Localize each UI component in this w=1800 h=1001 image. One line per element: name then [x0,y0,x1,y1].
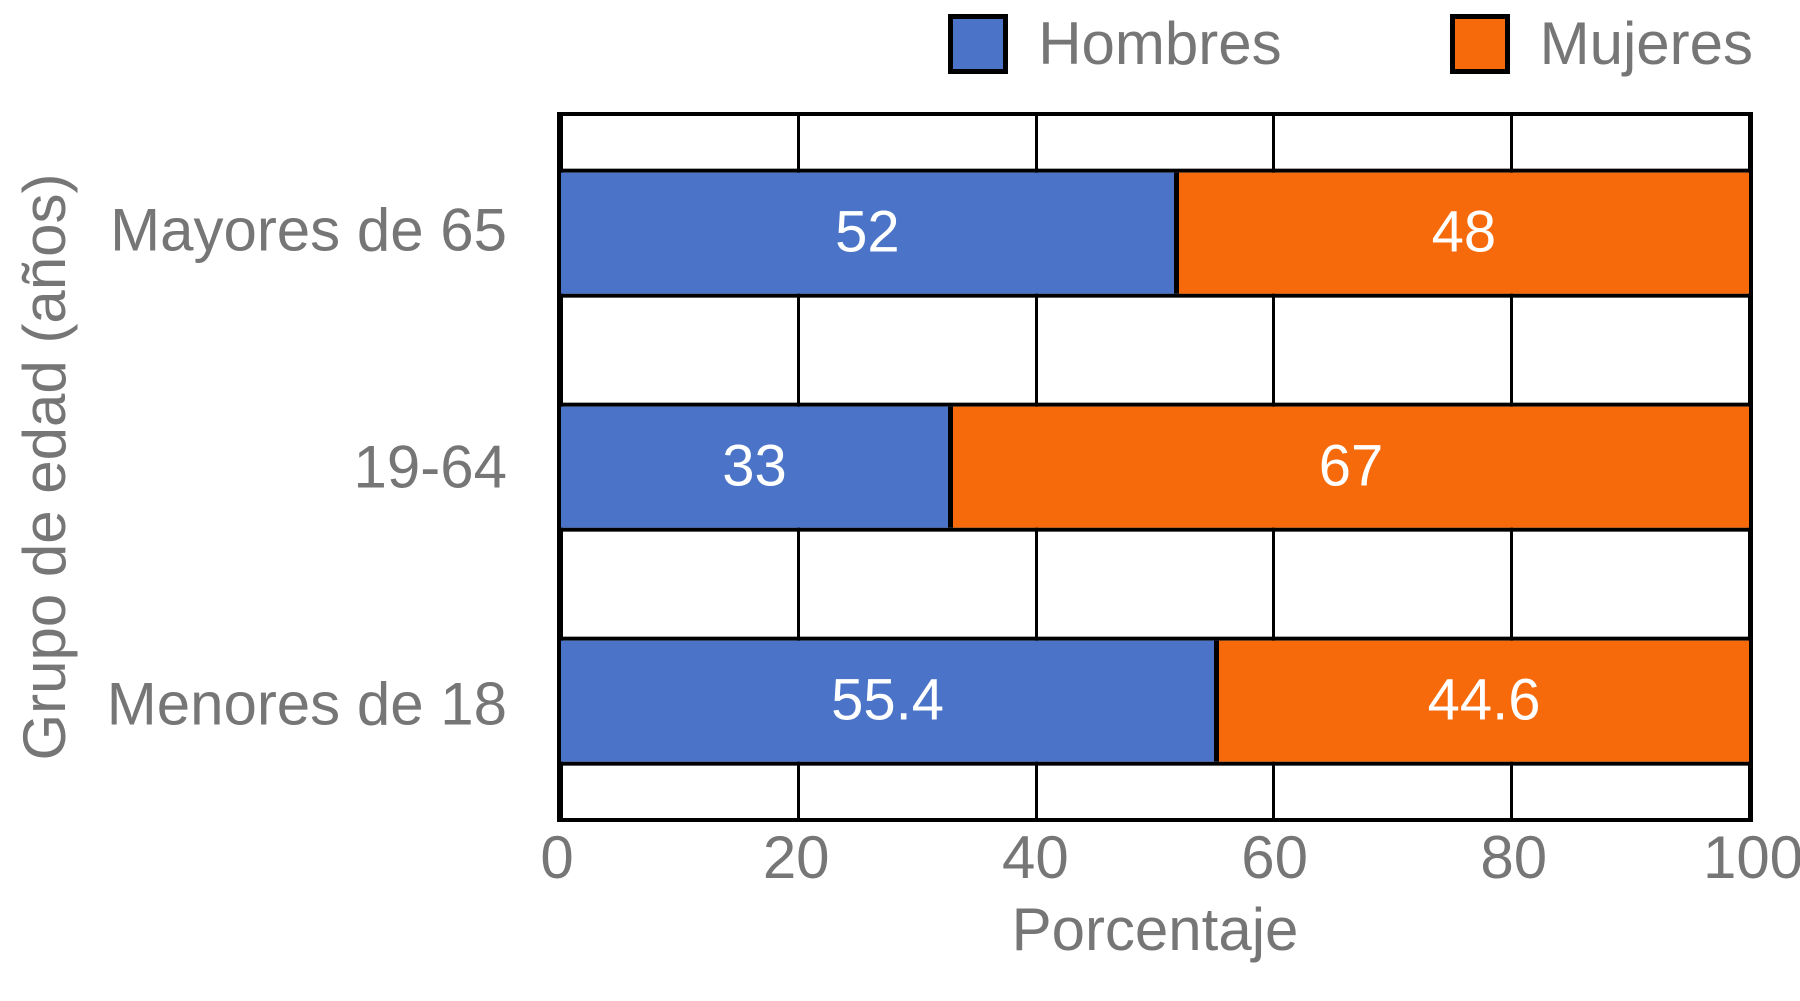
bar-segment-mujeres: 67 [953,406,1749,528]
bar-value-label: 48 [1431,200,1497,265]
bar-row: 55.4 44.6 [561,636,1749,766]
plot-area: 52 48 33 67 55.4 44.6 [557,112,1753,822]
bar-value-label: 33 [722,434,787,499]
y-axis-category-labels: Mayores de 65 19-64 Menores de 18 [0,112,532,822]
category-band: 52 48 [561,116,1749,350]
gridline [1747,116,1751,818]
legend-item-hombres: Hombres [948,8,1282,80]
bar-row: 52 48 [561,168,1749,298]
x-tick-label: 40 [1002,824,1069,891]
x-tick-label: 0 [540,824,574,891]
bar-segment-mujeres: 44.6 [1219,640,1749,762]
bar-segment-hombres: 33 [561,406,954,528]
bar-segment-mujeres: 48 [1178,172,1749,294]
y-category-label: Mayores de 65 [110,196,507,264]
legend-swatch-icon [1449,14,1510,74]
chart-legend: Hombres Mujeres [557,8,1753,80]
bar-row: 33 67 [561,402,1749,532]
category-band: 33 67 [561,350,1749,584]
bar-segment-hombres: 55.4 [561,640,1220,762]
x-axis-title: Porcentaje [1011,896,1299,963]
legend-swatch-icon [948,14,1009,74]
y-category-label: 19-64 [353,433,507,501]
x-tick-label: 80 [1480,824,1548,891]
bar-value-label: 44.6 [1427,668,1541,733]
legend-label: Mujeres [1539,10,1753,77]
bar-segment-hombres: 52 [561,172,1179,294]
y-category-label: Menores de 18 [106,670,507,738]
category-band: 55.4 44.6 [561,584,1749,818]
x-axis-tick-labels: 0 20 40 60 80 100 [540,824,1800,891]
legend-label: Hombres [1038,10,1282,77]
x-tick-label: 100 [1702,824,1800,891]
x-tick-label: 20 [762,824,830,891]
bar-value-label: 67 [1318,434,1384,499]
bar-value-label: 52 [835,200,900,265]
legend-item-mujeres: Mujeres [1449,8,1753,80]
bar-value-label: 55.4 [831,668,945,733]
x-tick-label: 60 [1241,824,1308,891]
